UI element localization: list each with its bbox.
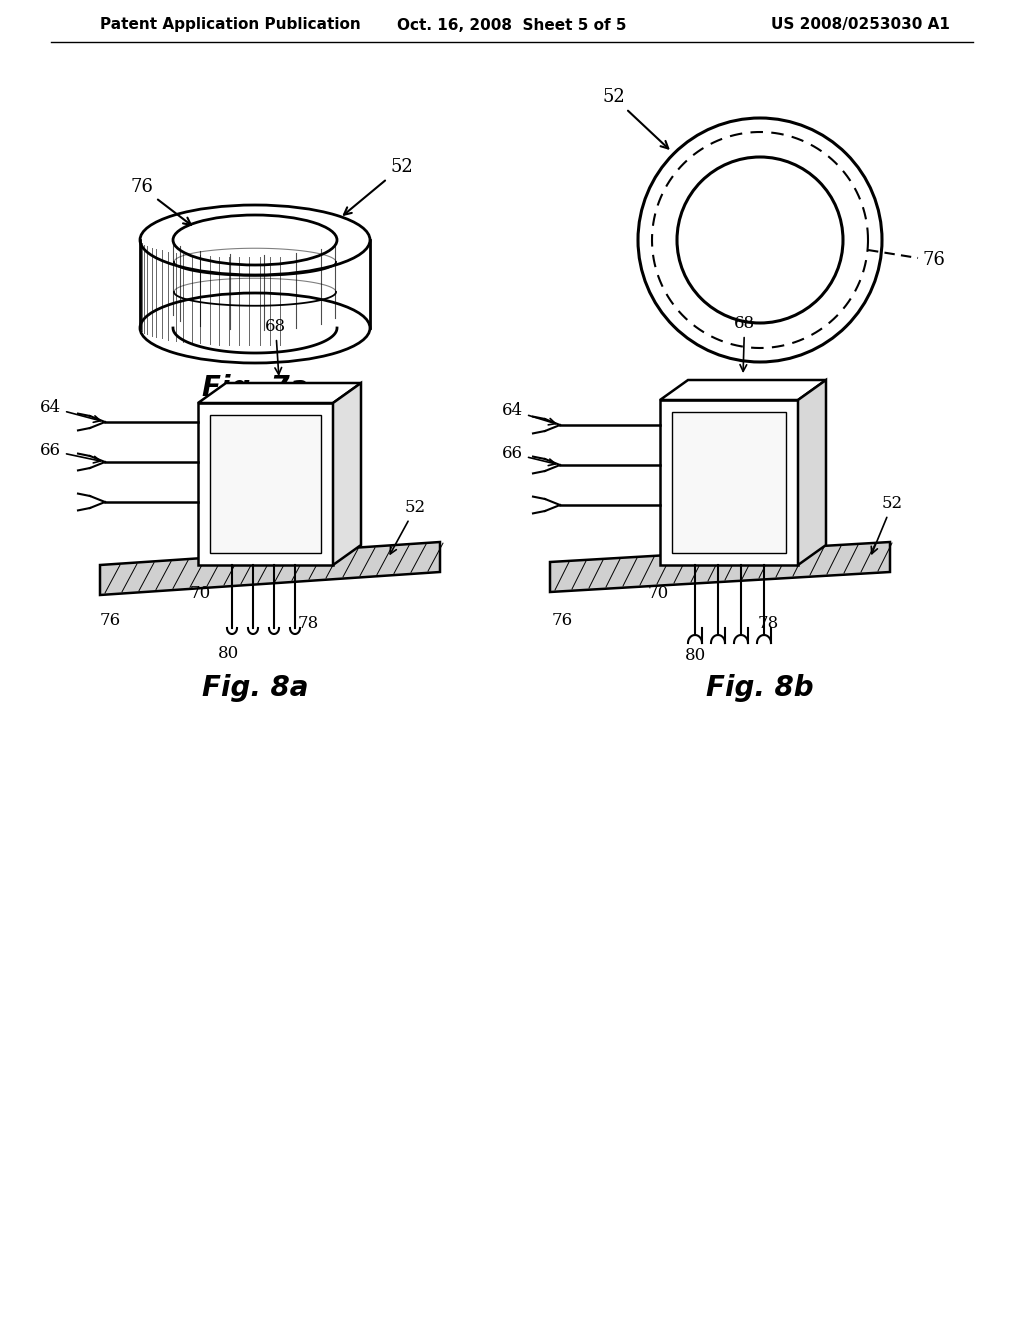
Polygon shape: [198, 383, 361, 403]
Text: 66: 66: [40, 442, 100, 463]
Polygon shape: [100, 543, 440, 595]
Text: 80: 80: [685, 647, 707, 664]
Text: Patent Application Publication: Patent Application Publication: [100, 17, 360, 33]
Text: 52: 52: [602, 88, 669, 149]
Polygon shape: [798, 380, 826, 565]
Polygon shape: [333, 383, 361, 565]
Text: US 2008/0253030 A1: US 2008/0253030 A1: [771, 17, 950, 33]
Text: 64: 64: [40, 399, 100, 422]
Bar: [660, 400, 798, 565]
Bar: [198, 403, 333, 565]
Text: Fig. 7a: Fig. 7a: [202, 374, 308, 403]
Text: 52: 52: [344, 158, 413, 215]
Text: 64: 64: [502, 403, 556, 425]
Text: 52: 52: [871, 495, 903, 553]
Text: 70: 70: [648, 585, 670, 602]
Bar: [210, 414, 321, 553]
Polygon shape: [660, 380, 826, 400]
Text: Fig. 8a: Fig. 8a: [202, 675, 308, 702]
Text: 68: 68: [265, 318, 286, 375]
Bar: [672, 412, 786, 553]
Text: 76: 76: [130, 178, 190, 224]
Text: 76: 76: [552, 612, 573, 630]
Text: 78: 78: [758, 615, 779, 632]
Polygon shape: [550, 543, 890, 591]
Text: 80: 80: [218, 645, 240, 663]
Text: 76: 76: [100, 612, 121, 630]
Text: 68: 68: [734, 315, 755, 371]
Text: Oct. 16, 2008  Sheet 5 of 5: Oct. 16, 2008 Sheet 5 of 5: [397, 17, 627, 33]
Text: 52: 52: [390, 499, 426, 554]
Ellipse shape: [140, 293, 370, 363]
Text: 66: 66: [502, 445, 555, 466]
Text: 76: 76: [922, 251, 945, 269]
Text: Fig. 8b: Fig. 8b: [707, 675, 814, 702]
Text: Fig. 7b: Fig. 7b: [707, 399, 814, 426]
Text: 70: 70: [190, 585, 211, 602]
Text: 78: 78: [298, 615, 319, 632]
